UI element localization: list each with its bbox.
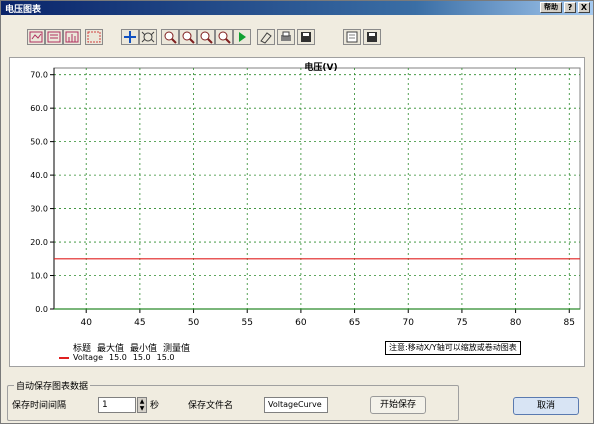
legend-series-name: Voltage — [73, 353, 104, 362]
interval-spinner[interactable]: ▲ ▼ — [137, 397, 147, 413]
legend-header-max: 最大值 — [97, 344, 125, 354]
x-tick-label: 65 — [349, 318, 360, 328]
chart-settings-icon[interactable] — [45, 29, 63, 45]
autosave-group: 自动保存图表数据 保存时间间隔 1 ▲ ▼ 秒 保存文件名 VoltageCurv… — [7, 379, 459, 421]
window-title: 电压图表 — [5, 5, 42, 15]
save-alt-icon[interactable] — [363, 29, 381, 45]
x-tick-label: 50 — [188, 318, 200, 328]
move-icon[interactable] — [121, 29, 139, 45]
chart-title: 电压(V) — [304, 61, 337, 73]
zoom-out-icon[interactable] — [179, 29, 197, 45]
legend-header-min: 最小值 — [130, 344, 158, 354]
legend-swatch — [59, 356, 69, 359]
y-tick-label: 0.0 — [35, 305, 48, 314]
chart-edit-icon[interactable] — [27, 29, 45, 45]
legend: 标题 最大值 最小值 测量值 Voltage 15.0 15.0 15.0 注意… — [51, 339, 591, 369]
x-tick-label: 75 — [456, 318, 467, 328]
axis-hint: 注意:移动X/Y轴可以缩放或卷动图表 — [385, 341, 521, 355]
x-tick-label: 45 — [134, 318, 145, 328]
interval-input[interactable]: 1 — [98, 397, 136, 413]
legend-header-title: 标题 — [73, 344, 92, 354]
filename-label: 保存文件名 — [188, 401, 234, 411]
legend-min: 15.0 — [132, 353, 151, 362]
chart-grid-icon[interactable] — [85, 29, 103, 45]
eraser-icon[interactable] — [257, 29, 275, 45]
title-bar: 电压图表 帮助 ? X — [1, 1, 593, 15]
filename-input[interactable]: VoltageCurve — [264, 397, 328, 413]
y-tick-label: 50.0 — [30, 138, 48, 147]
y-tick-label: 70.0 — [30, 71, 48, 80]
question-button[interactable]: ? — [564, 2, 576, 13]
chart-type-icon[interactable] — [63, 29, 81, 45]
legend-max: 15.0 — [109, 353, 127, 362]
cancel-button[interactable]: 取消 — [513, 397, 579, 415]
voltage-chart[interactable]: 电压(V) 40 45 50 55 60 65 70 75 80 85 0.0 10.0 20.0 30.0… — [10, 58, 586, 368]
zoom-in-icon[interactable] — [161, 29, 179, 45]
legend-header-value: 测量值 — [163, 344, 191, 354]
y-tick-label: 60.0 — [30, 104, 48, 113]
x-tick-label: 40 — [80, 318, 92, 328]
play-icon[interactable] — [233, 29, 251, 45]
y-tick-label: 30.0 — [30, 205, 48, 214]
x-tick-label: 70 — [403, 318, 415, 328]
zoom-reset-icon[interactable] — [215, 29, 233, 45]
copy-icon[interactable] — [343, 29, 361, 45]
x-tick-label: 55 — [241, 318, 252, 328]
legend-row-voltage: Voltage 15.0 15.0 15.0 — [59, 353, 174, 362]
interval-unit: 秒 — [150, 401, 160, 411]
window-controls: 帮助 ? X — [540, 2, 590, 13]
toolbar — [1, 15, 593, 57]
start-save-button[interactable]: 开始保存 — [370, 396, 426, 414]
x-tick-label: 85 — [564, 318, 575, 328]
x-tick-label: 80 — [510, 318, 522, 328]
x-tick-label: 60 — [295, 318, 307, 328]
y-tick-label: 20.0 — [30, 238, 48, 247]
close-button[interactable]: X — [578, 2, 590, 13]
plot-area — [53, 67, 581, 310]
autosave-group-title: 自动保存图表数据 — [14, 379, 91, 392]
y-tick-label: 10.0 — [30, 272, 48, 281]
y-tick-label: 40.0 — [30, 171, 48, 180]
zoom-select-icon[interactable] — [139, 29, 157, 45]
help-button[interactable]: 帮助 — [540, 2, 562, 13]
plot-frame: 电压(V) 40 45 50 55 60 65 70 75 80 85 0.0 10.0 20.0 30.0… — [9, 57, 585, 367]
print-icon[interactable] — [277, 29, 295, 45]
zoom-fit-icon[interactable] — [197, 29, 215, 45]
legend-value: 15.0 — [156, 353, 175, 362]
save-icon[interactable] — [297, 29, 315, 45]
interval-label: 保存时间间隔 — [12, 401, 67, 411]
legend-header: 标题 最大值 最小值 测量值 — [73, 341, 190, 354]
